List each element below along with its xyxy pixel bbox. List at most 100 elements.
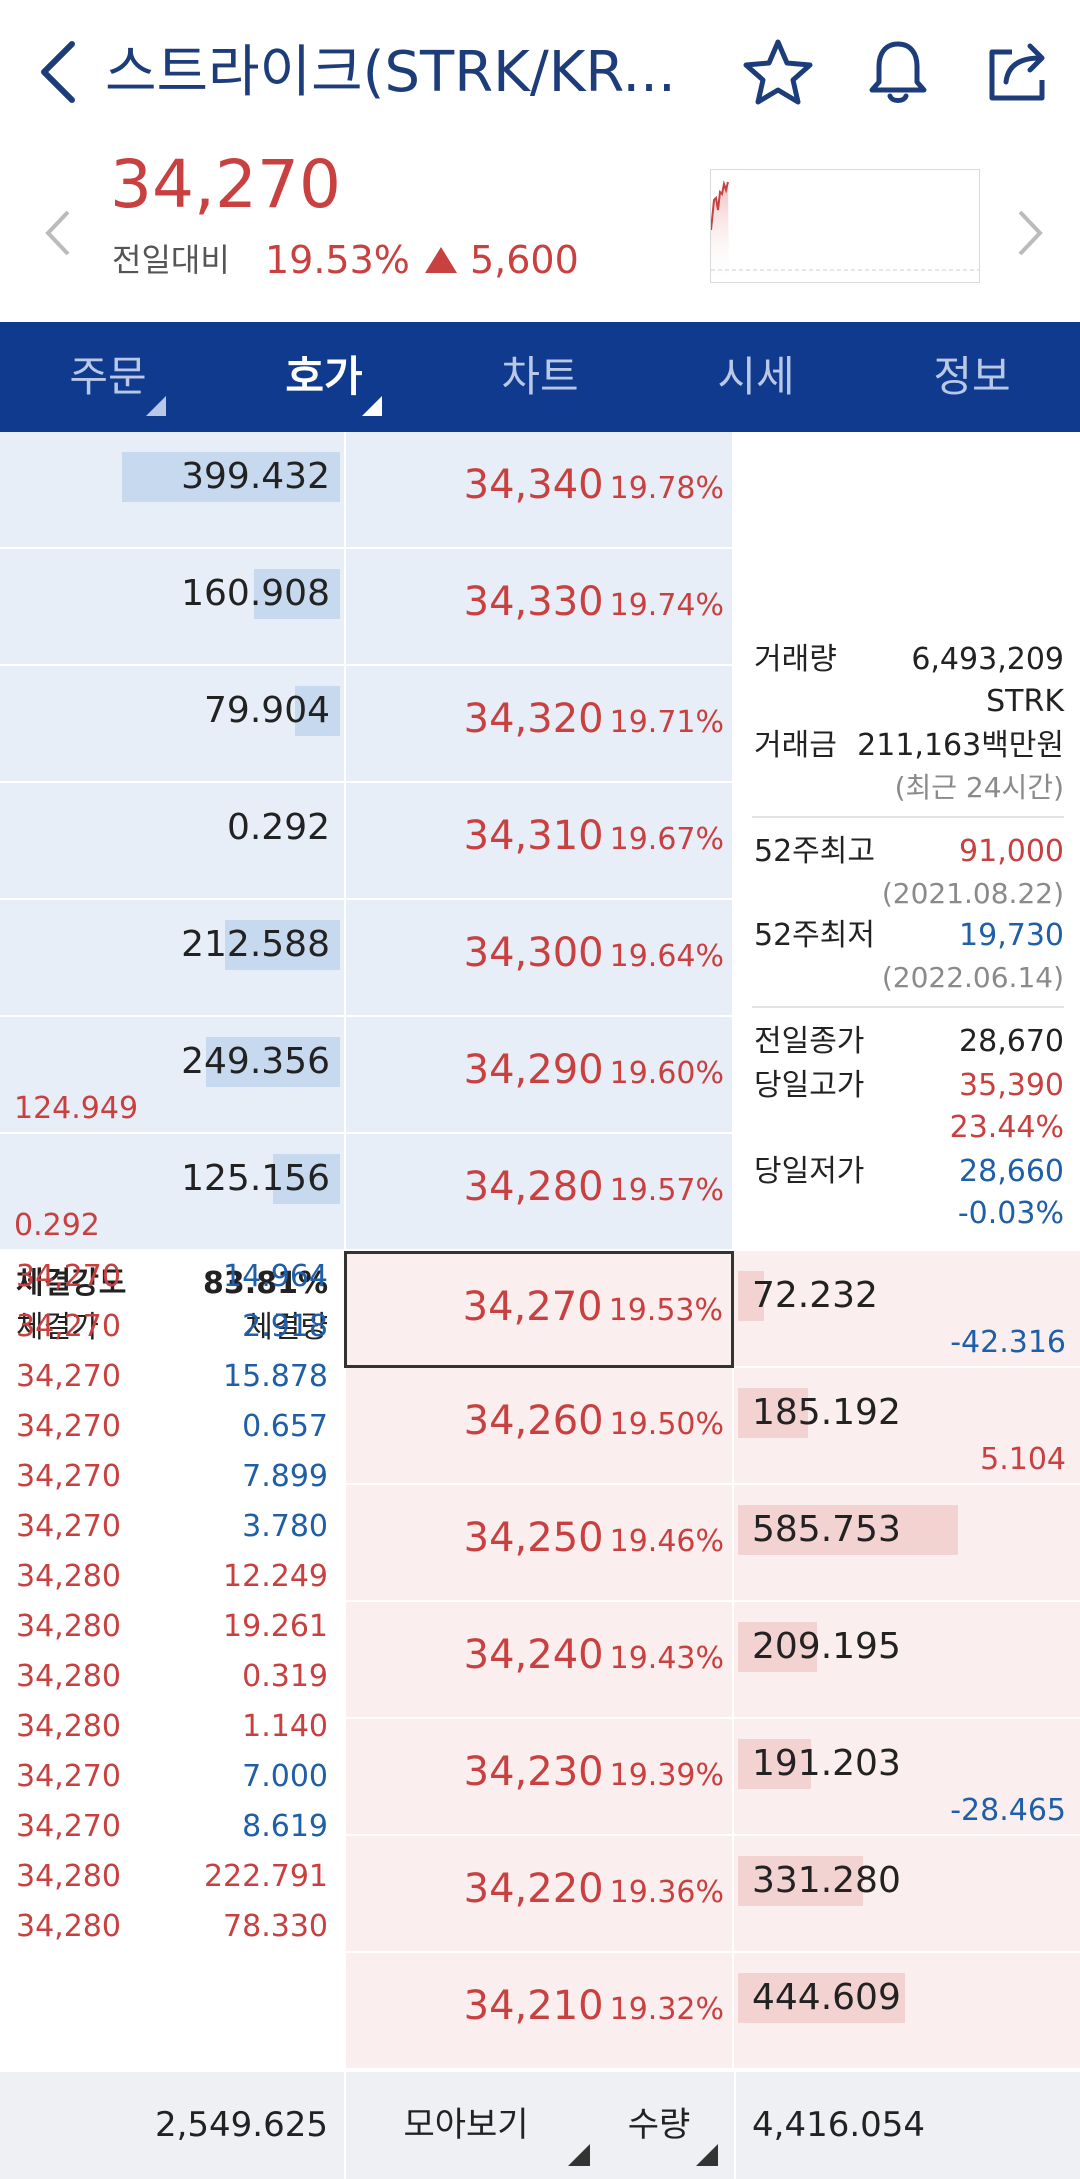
trade-price: 34,280 [16, 1659, 121, 1694]
amount-label: 거래금 [754, 728, 837, 763]
period-note: (최근 24시간) [894, 771, 1064, 804]
back-button[interactable] [30, 32, 90, 112]
trade-row: 34,280 222.791 [0, 1852, 344, 1902]
bid-row[interactable]: 185.192 5.104 [734, 1368, 1080, 1485]
bid-qty: 72.232 [752, 1275, 878, 1316]
mini-chart[interactable] [710, 169, 980, 283]
bid-row[interactable]: 444.609 [734, 1953, 1080, 2070]
alert-button[interactable] [858, 32, 938, 112]
tab-chart[interactable]: 차트 [501, 352, 579, 401]
ask-price-group: 34,330 19.74% [464, 579, 724, 625]
ask-price-group: 34,340 19.78% [464, 462, 724, 508]
ask-price-cell[interactable]: 34,320 19.71% [344, 666, 734, 783]
prev-close-label: 전일종가 [754, 1024, 865, 1059]
tab-quotes[interactable]: 시세 [717, 352, 795, 401]
bid-qty-bar [738, 1856, 863, 1906]
ask-price-group: 34,280 19.57% [464, 1164, 724, 1210]
compare-label: 전일대비 [112, 241, 230, 279]
current-price-cell[interactable]: 34,270 19.53% [344, 1251, 734, 1368]
ask-percent: 19.71% [609, 705, 724, 740]
trade-qty: 1.140 [242, 1709, 328, 1744]
qty-mode-button[interactable]: 수량 [586, 2072, 732, 2179]
ask-row[interactable]: 399.432 [0, 432, 344, 549]
page-title: 스트라이크(STRK/KR... [105, 40, 676, 105]
strength-value: 83.81% [203, 1266, 328, 1301]
bid-total: 4,416.054 [752, 2105, 926, 2145]
trade-row: 34,280 1.140 [0, 1702, 344, 1752]
ask-row[interactable]: 0.292 [0, 783, 344, 900]
ask-price-cell[interactable]: 34,280 19.57% [344, 1134, 734, 1251]
ask-row[interactable]: 249.356 124.949 [0, 1017, 344, 1134]
ask-price: 34,280 [463, 1164, 604, 1210]
volume-unit: STRK [986, 684, 1064, 719]
current-price: 34,270 [110, 146, 341, 223]
bid-qty-bar [738, 1973, 905, 2023]
share-button[interactable] [978, 32, 1058, 112]
tab-order[interactable]: 주문 [0, 322, 216, 432]
tab-orderbook[interactable]: 호가 [216, 322, 432, 432]
bid-price-cell[interactable]: 34,220 19.36% [344, 1836, 734, 1953]
low52-date: (2022.06.14) [881, 961, 1064, 994]
ask-total: 2,549.625 [154, 2105, 328, 2145]
trade-list[interactable]: 34,270 14.964 34,270 2.918 34,270 15.878 34,27… [0, 1252, 344, 2072]
bid-qty: 444.609 [752, 1977, 901, 2018]
chevron-right-icon [1018, 210, 1043, 256]
bid-price-cell[interactable]: 34,210 19.32% [344, 1953, 734, 2070]
bid-price-cell[interactable]: 34,230 19.39% [344, 1719, 734, 1836]
next-coin-button[interactable] [1010, 198, 1050, 268]
bid-qty-bar [738, 1271, 764, 1321]
ask-qty: 79.904 [204, 690, 330, 731]
ask-price: 34,290 [463, 1047, 604, 1093]
trade-row: 34,270 7.899 [0, 1452, 344, 1502]
bid-qty-bar [738, 1388, 808, 1438]
trade-qty: 14.964 [223, 1259, 328, 1294]
bid-percent: 19.43% [609, 1641, 724, 1676]
ask-price-cell[interactable]: 34,330 19.74% [344, 549, 734, 666]
ask-price-cell[interactable]: 34,310 19.67% [344, 783, 734, 900]
bid-price: 34,240 [463, 1632, 604, 1678]
ask-row[interactable]: 79.904 [0, 666, 344, 783]
ask-price-cell[interactable]: 34,290 19.60% [344, 1017, 734, 1134]
trade-strength-header: 체결강도 83.81% 체결가 체결량 [0, 1252, 344, 1352]
bid-price-cell[interactable]: 34,240 19.43% [344, 1602, 734, 1719]
group-view-button[interactable]: 모아보기 [346, 2072, 590, 2179]
trade-qty: 78.330 [223, 1909, 328, 1944]
ask-row[interactable]: 125.156 0.292 [0, 1134, 344, 1251]
order-book: 거래량 6,493,209 STRK 거래금 211,163백만원 (최근 24… [0, 432, 1080, 2072]
trade-row: 34,280 19.261 [0, 1602, 344, 1652]
bid-price-cell[interactable]: 34,250 19.46% [344, 1485, 734, 1602]
ask-row[interactable]: 212.588 [0, 900, 344, 1017]
trade-qty: 3.780 [242, 1509, 328, 1544]
bid-qty-bar [738, 1622, 817, 1672]
trade-price: 34,270 [16, 1409, 121, 1444]
tab-bar: 주문 호가 차트 시세 정보 [0, 322, 1080, 432]
ask-percent: 19.78% [609, 471, 724, 506]
bid-percent: 19.53% [608, 1293, 723, 1328]
bid-row[interactable]: 209.195 [734, 1602, 1080, 1719]
ask-change: 124.949 [14, 1091, 139, 1126]
trade-row: 34,270 15.878 [0, 1352, 344, 1402]
trade-price: 34,270 [16, 1509, 121, 1544]
ask-qty: 399.432 [181, 456, 330, 497]
trade-price-header: 체결가 [16, 1310, 99, 1345]
bid-row[interactable]: 191.203 -28.465 [734, 1719, 1080, 1836]
bid-qty: 209.195 [752, 1626, 901, 1667]
bid-row[interactable]: 72.232 -42.316 [734, 1251, 1080, 1368]
bid-price-group: 34,240 19.43% [464, 1632, 724, 1678]
ask-price-cell[interactable]: 34,340 19.78% [344, 432, 734, 549]
prev-coin-button[interactable] [38, 198, 78, 268]
favorite-button[interactable] [738, 32, 818, 112]
bid-price-cell[interactable]: 34,260 19.50% [344, 1368, 734, 1485]
ask-price-cell[interactable]: 34,300 19.64% [344, 900, 734, 1017]
tab-info[interactable]: 정보 [933, 352, 1011, 401]
ask-qty: 249.356 [181, 1041, 330, 1082]
bid-row[interactable]: 331.280 [734, 1836, 1080, 1953]
ask-percent: 19.67% [609, 822, 724, 857]
bid-qty-bar [738, 1739, 811, 1789]
bid-row[interactable]: 585.753 [734, 1485, 1080, 1602]
volume-label: 거래량 [754, 642, 837, 677]
bid-change: -28.465 [950, 1793, 1066, 1828]
ask-row[interactable]: 160.908 [0, 549, 344, 666]
high52-date: (2021.08.22) [881, 877, 1064, 910]
bid-price: 34,210 [463, 1983, 604, 2029]
